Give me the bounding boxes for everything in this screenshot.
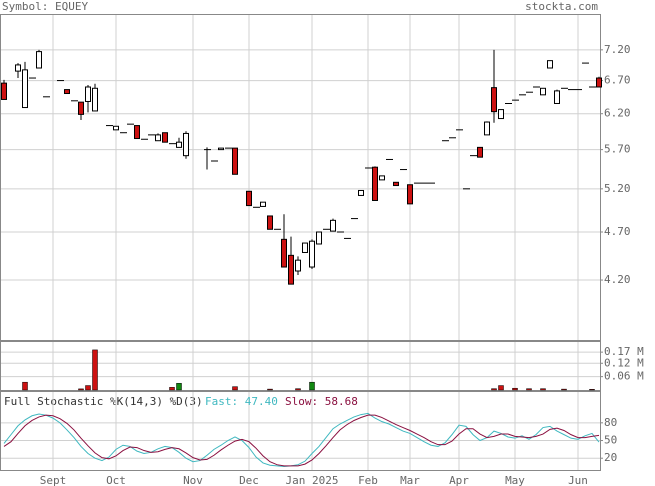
y-tick-label: 7.20	[604, 43, 631, 56]
candle-body	[596, 77, 602, 88]
candle-body	[176, 141, 182, 148]
candle-body	[1, 82, 7, 100]
candle-body	[407, 184, 413, 205]
volume-bar	[491, 388, 497, 391]
x-tick-label: Sept	[40, 474, 67, 486]
candle-body	[281, 238, 287, 268]
volume-bar	[295, 388, 301, 391]
candle-body	[267, 215, 273, 230]
source-label: stockta.com	[525, 0, 598, 13]
candle-body	[36, 51, 42, 69]
candle-body	[64, 89, 70, 95]
candle-body	[358, 189, 364, 196]
y-tick-label: 4.20	[604, 273, 631, 286]
candle-body	[295, 259, 301, 272]
candle-body	[547, 60, 553, 69]
volume-bar	[589, 389, 595, 391]
y-tick-label: 80	[604, 416, 617, 429]
x-tick-label: Jun	[568, 474, 588, 486]
x-tick-label: Jan 2025	[286, 474, 339, 486]
candle-body	[477, 146, 483, 158]
candle-body	[113, 125, 119, 131]
y-tick-label: 0.17 M	[604, 345, 644, 358]
legend-label: Slow: 58.68	[285, 395, 358, 408]
x-tick-label: Feb	[358, 474, 378, 486]
candle-body	[134, 125, 140, 140]
candle-body	[260, 201, 266, 207]
volume-bar	[267, 388, 273, 391]
candle-body	[78, 101, 84, 115]
volume-bar	[540, 388, 546, 391]
stochastic-line	[3, 414, 600, 467]
legend-label: Fast: 47.40	[205, 395, 278, 408]
y-tick-label: 50	[604, 434, 617, 447]
candle-body	[302, 242, 308, 253]
candle-body	[162, 132, 168, 143]
candle-body	[309, 240, 315, 268]
candle-body	[393, 181, 399, 187]
y-tick-label: 5.70	[604, 143, 631, 156]
candle-body	[183, 132, 189, 157]
candle-body	[155, 134, 161, 142]
y-tick-label: 0.12 M	[604, 356, 644, 369]
candle-body	[218, 147, 224, 151]
candle-body	[22, 69, 28, 109]
volume-bar	[309, 381, 315, 391]
candle-body	[330, 219, 336, 232]
x-tick-label: Nov	[183, 474, 203, 486]
volume-bar	[22, 381, 28, 391]
candle-body	[92, 87, 98, 112]
panel-frame	[0, 341, 601, 391]
volume-bar	[78, 388, 84, 391]
volume-bar	[92, 349, 98, 391]
y-tick-label: 6.20	[604, 107, 631, 120]
y-tick-label: 20	[604, 451, 617, 464]
candle-body	[316, 231, 322, 245]
chart-title: Symbol: EQUEY	[2, 0, 88, 13]
x-tick-label: Oct	[106, 474, 126, 486]
candle-body	[15, 64, 21, 72]
candle-body	[85, 86, 91, 102]
candle-body	[379, 175, 385, 181]
x-tick-label: Mar	[400, 474, 420, 486]
candle-body	[232, 147, 238, 175]
volume-bar	[526, 388, 532, 391]
volume-bar	[498, 385, 504, 391]
stochastic-line	[3, 412, 600, 467]
x-tick-label: May	[505, 474, 525, 486]
candle-body	[498, 109, 504, 120]
candle-body	[288, 254, 294, 285]
volume-bar	[85, 385, 91, 391]
y-tick-label: 5.20	[604, 182, 631, 195]
y-tick-label: 6.70	[604, 74, 631, 87]
candle-body	[554, 90, 560, 104]
candle-body	[540, 87, 546, 96]
volume-bar	[176, 383, 182, 391]
candle-body	[491, 87, 497, 113]
candle-body	[484, 121, 490, 136]
volume-bar	[232, 386, 238, 391]
volume-bar	[512, 387, 518, 391]
candle-body	[246, 190, 252, 207]
volume-bar	[561, 388, 567, 391]
candle-body	[372, 166, 378, 201]
y-tick-label: 4.70	[604, 225, 631, 238]
x-tick-label: Dec	[239, 474, 259, 486]
indicator-title: Full Stochastic %K(14,3) %D(3)	[4, 395, 203, 408]
y-tick-label: 0.06 M	[604, 370, 644, 383]
panel-frame	[0, 14, 601, 341]
volume-bar	[169, 387, 175, 391]
x-tick-label: Apr	[449, 474, 469, 486]
panel-frame	[0, 391, 601, 471]
